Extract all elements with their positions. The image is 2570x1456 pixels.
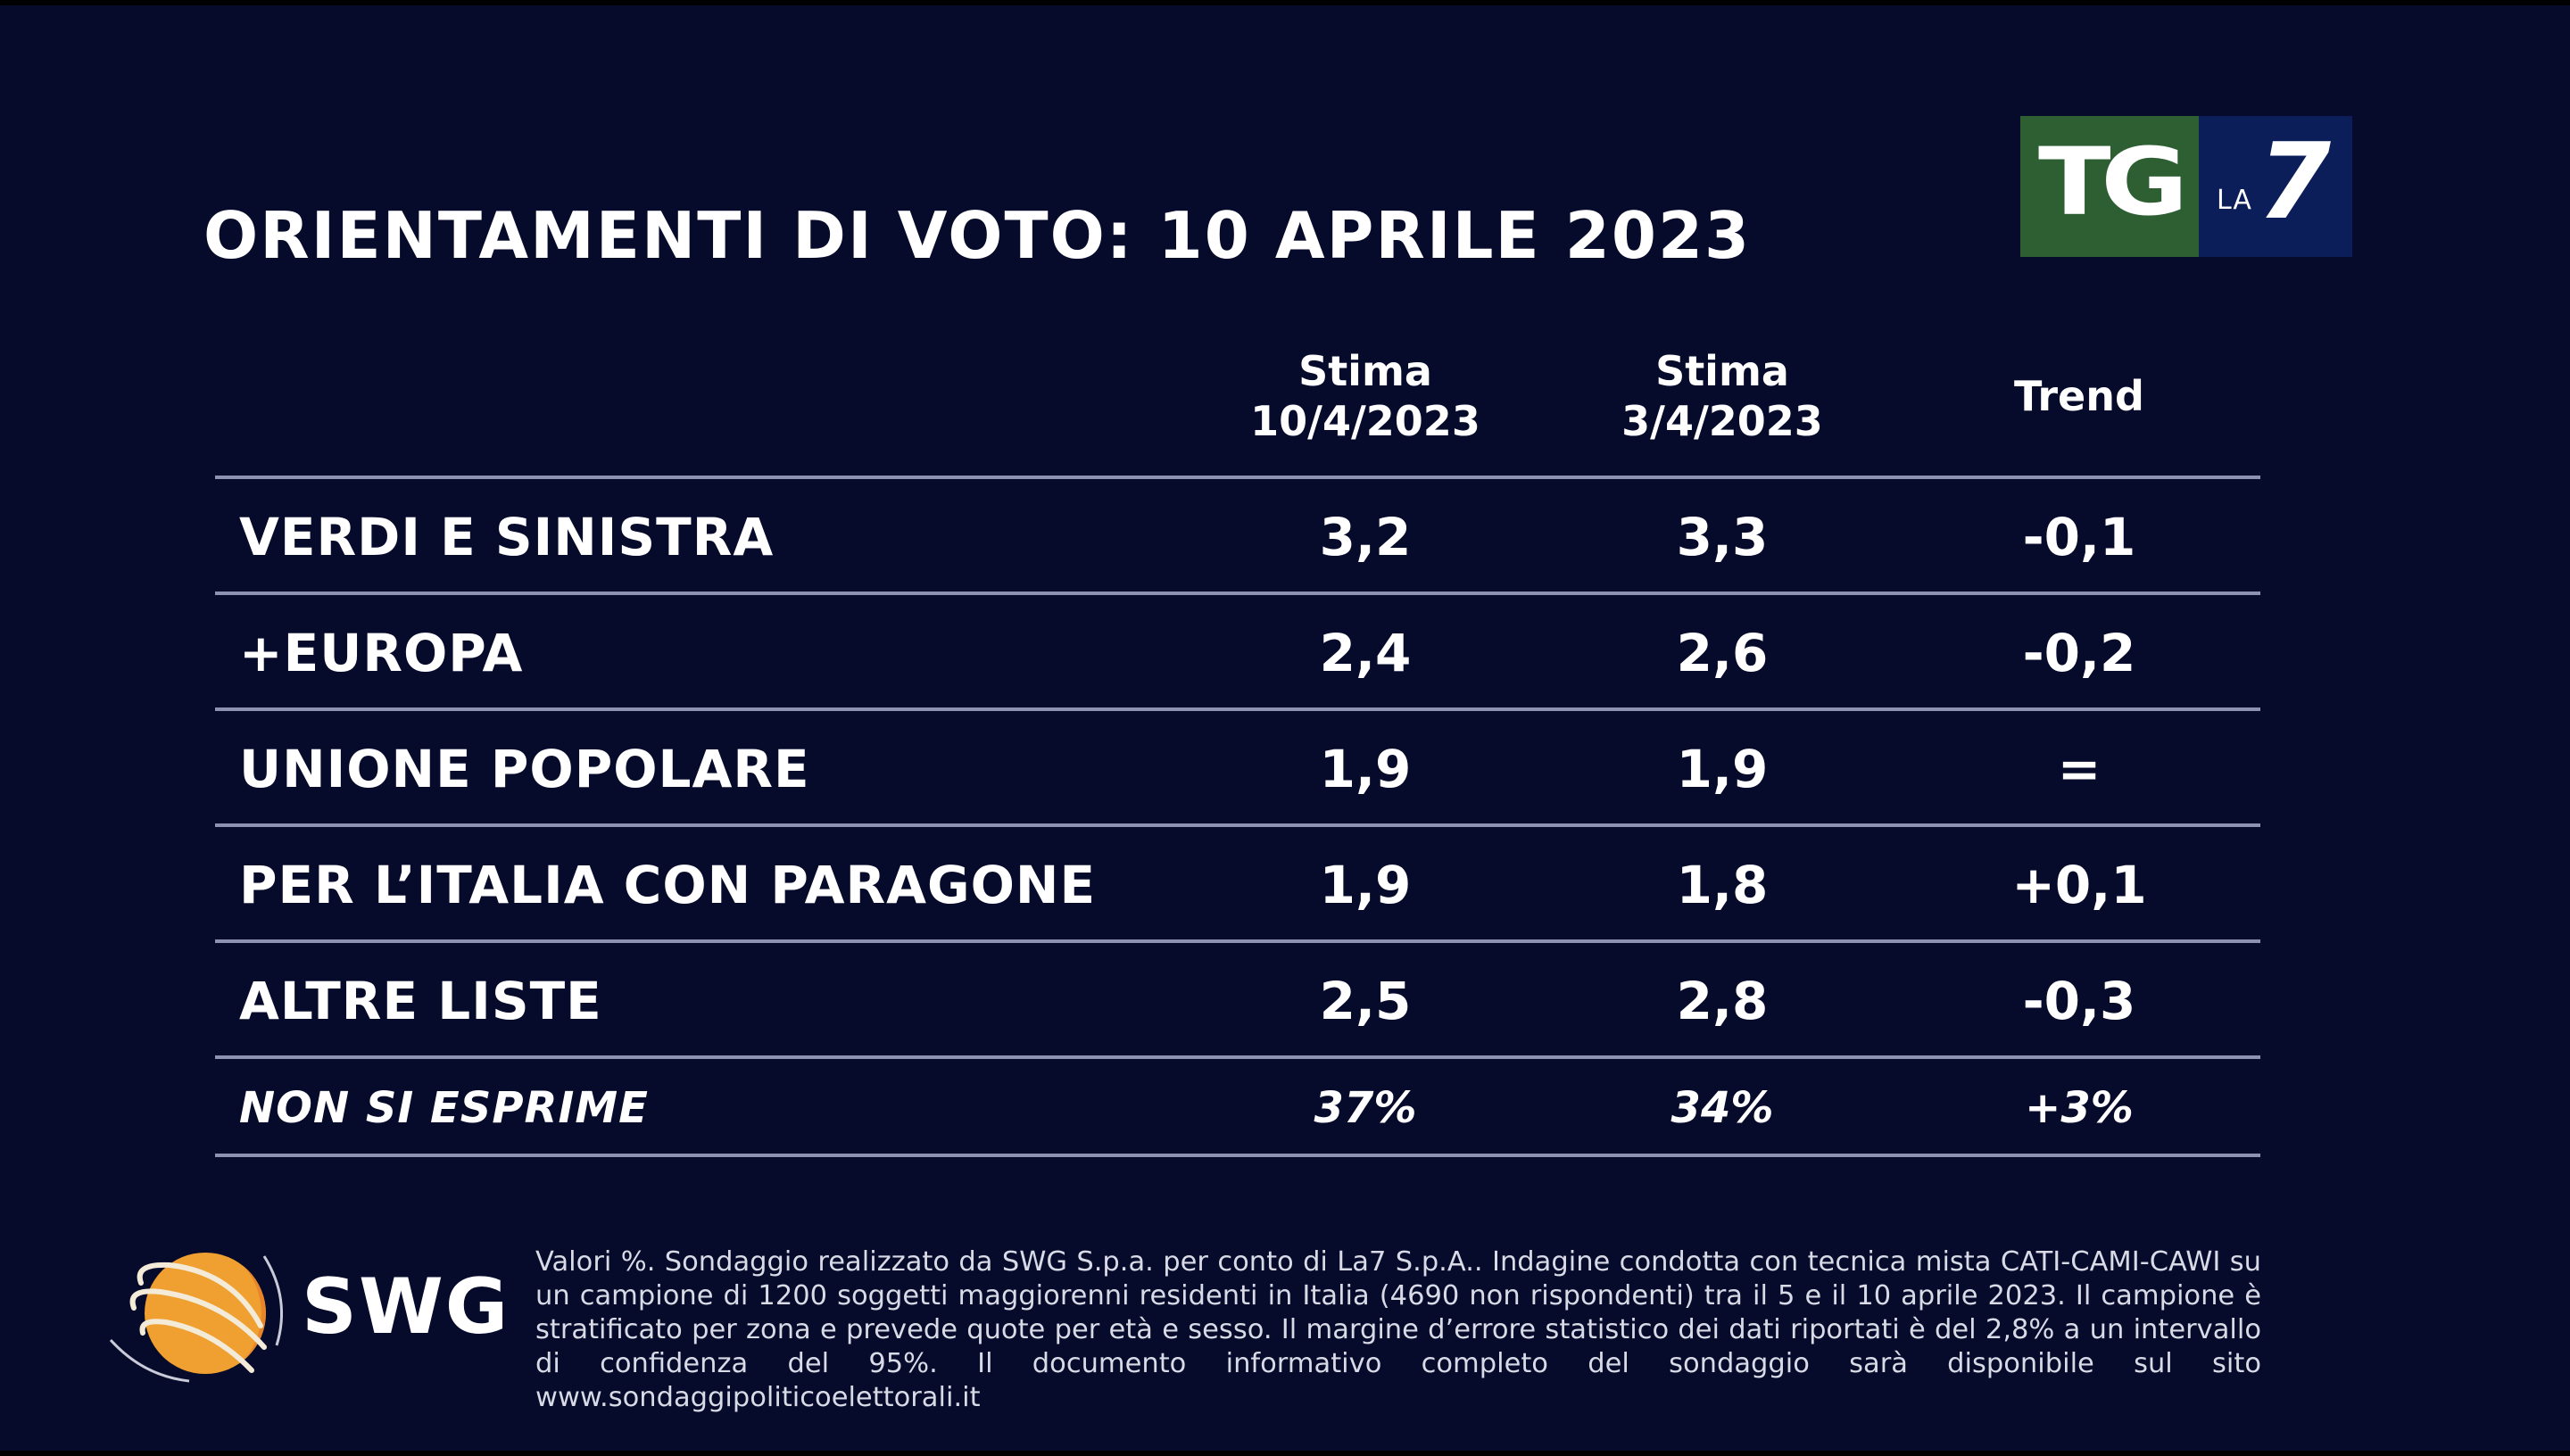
swg-logo: SWG xyxy=(107,1237,508,1388)
current-value: 37% xyxy=(1314,1083,1417,1133)
party-name: +EUROPA xyxy=(239,623,524,683)
previous-value: 1,9 xyxy=(1676,739,1769,799)
party-name: PER L’ITALIA CON PARAGONE xyxy=(239,855,1097,915)
trend-value: +0,1 xyxy=(2011,855,2147,915)
methodology-footnote: Valori %. Sondaggio realizzato da SWG S.… xyxy=(535,1246,2261,1413)
party-name: UNIONE POPOLARE xyxy=(239,739,810,799)
non-si-esprime-label: NON SI ESPRIME xyxy=(239,1083,649,1133)
previous-value: 2,6 xyxy=(1676,623,1769,683)
column-header-trend: Trend xyxy=(1901,371,2258,421)
party-name: VERDI E SINISTRA xyxy=(239,507,775,567)
la7-logo-blue-panel: LA 7 xyxy=(2199,116,2352,257)
column-header-previous-line1: Stima xyxy=(1655,347,1789,395)
table-rule xyxy=(215,823,2260,827)
party-name: ALTRE LISTE xyxy=(239,971,602,1031)
column-header-trend-line1: Trend xyxy=(2014,372,2144,420)
trend-value: -0,2 xyxy=(2022,623,2136,683)
previous-value: 34% xyxy=(1670,1083,1774,1133)
table-row: ALTRE LISTE 2,5 2,8 -0,3 xyxy=(0,943,2570,1059)
table-rule xyxy=(215,476,2260,479)
table-rule xyxy=(215,592,2260,595)
swg-logo-text: SWG xyxy=(302,1262,510,1352)
table-rule xyxy=(215,1055,2260,1059)
non-si-esprime-row: NON SI ESPRIME 37% 34% +3% xyxy=(0,1059,2570,1157)
trend-value: -0,3 xyxy=(2022,971,2136,1031)
trend-value: -0,1 xyxy=(2022,507,2136,567)
previous-value: 1,8 xyxy=(1676,855,1769,915)
tg-la7-logo: TG LA 7 xyxy=(2020,116,2352,257)
tg-logo-green-panel: TG xyxy=(2020,116,2199,257)
table-row: VERDI E SINISTRA 3,2 3,3 -0,1 xyxy=(0,479,2570,595)
table-rule xyxy=(215,939,2260,943)
la-logo-text: LA xyxy=(2217,185,2252,216)
current-value: 1,9 xyxy=(1319,855,1412,915)
current-value: 2,4 xyxy=(1319,623,1412,683)
slide-title: ORIENTAMENTI DI VOTO: 10 APRILE 2023 xyxy=(203,198,1752,273)
seven-logo-text: 7 xyxy=(2258,120,2332,243)
current-value: 1,9 xyxy=(1319,739,1412,799)
table-rule xyxy=(215,1154,2260,1157)
previous-value: 2,8 xyxy=(1676,971,1769,1031)
table-row: UNIONE POPOLARE 1,9 1,9 = xyxy=(0,711,2570,827)
poll-slide: ORIENTAMENTI DI VOTO: 10 APRILE 2023 TG … xyxy=(0,5,2570,1451)
column-header-current-line1: Stima xyxy=(1298,347,1432,395)
column-header-previous-line2: 3/4/2023 xyxy=(1621,397,1823,445)
current-value: 2,5 xyxy=(1319,971,1412,1031)
column-header-previous: Stima 3/4/2023 xyxy=(1544,346,1901,446)
table-row: +EUROPA 2,4 2,6 -0,2 xyxy=(0,595,2570,711)
column-header-current: Stima 10/4/2023 xyxy=(1187,346,1544,446)
swg-globe-icon xyxy=(109,1253,284,1383)
trend-value: = xyxy=(2057,739,2102,799)
tg-logo-text: TG xyxy=(2038,128,2188,236)
previous-value: 3,3 xyxy=(1676,507,1769,567)
current-value: 3,2 xyxy=(1319,507,1412,567)
column-header-current-line2: 10/4/2023 xyxy=(1250,397,1480,445)
table-rule xyxy=(215,707,2260,711)
table-row: PER L’ITALIA CON PARAGONE 1,9 1,8 +0,1 xyxy=(0,827,2570,943)
trend-value: +3% xyxy=(2025,1083,2134,1133)
